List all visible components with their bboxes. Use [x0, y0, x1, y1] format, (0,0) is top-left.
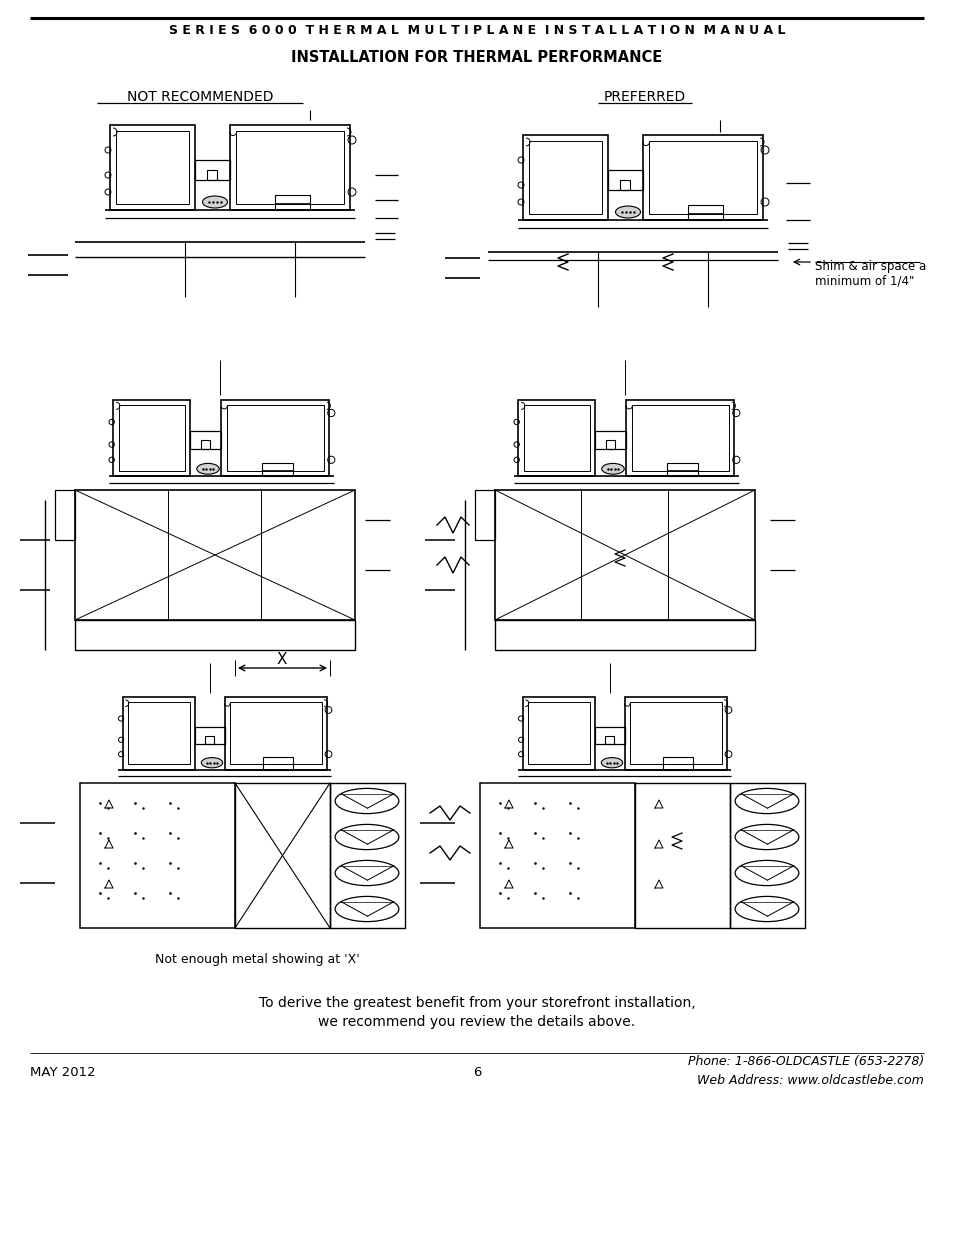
Bar — [604, 736, 613, 743]
Text: X: X — [276, 652, 287, 667]
Text: 6: 6 — [473, 1066, 480, 1078]
Bar — [635, 783, 729, 927]
Text: Not enough metal showing at 'X': Not enough metal showing at 'X' — [154, 953, 359, 967]
Bar — [230, 703, 321, 764]
Bar — [227, 405, 324, 471]
Bar — [207, 170, 216, 180]
Bar — [225, 698, 327, 769]
Bar — [495, 490, 754, 620]
Text: To derive the greatest benefit from your storefront installation,: To derive the greatest benefit from your… — [258, 995, 695, 1010]
Bar — [687, 205, 722, 220]
Ellipse shape — [196, 463, 219, 474]
Bar — [495, 620, 754, 650]
Bar — [194, 161, 230, 180]
Bar — [523, 405, 589, 471]
Bar — [595, 727, 624, 743]
Bar — [235, 131, 344, 204]
Bar — [75, 490, 355, 620]
Bar — [116, 131, 189, 204]
Bar — [475, 490, 495, 540]
Text: NOT RECOMMENDED: NOT RECOMMENDED — [127, 90, 273, 104]
Ellipse shape — [601, 463, 623, 474]
Bar — [194, 727, 225, 743]
Bar — [607, 170, 642, 190]
Bar — [75, 620, 355, 650]
Bar — [128, 703, 190, 764]
Bar — [629, 703, 720, 764]
Bar — [631, 405, 728, 471]
Text: PREFERRED: PREFERRED — [603, 90, 685, 104]
Ellipse shape — [201, 757, 222, 768]
Bar — [205, 736, 213, 743]
Bar — [624, 698, 726, 769]
Bar — [666, 462, 698, 475]
Bar — [605, 440, 614, 450]
Text: Shim & air space a
minimum of 1/4": Shim & air space a minimum of 1/4" — [814, 261, 925, 288]
Bar — [662, 757, 692, 769]
Bar — [522, 698, 595, 769]
Bar — [119, 405, 185, 471]
Bar — [642, 135, 762, 220]
Bar — [262, 462, 294, 475]
Text: Phone: 1-866-OLDCASTLE (653-2278): Phone: 1-866-OLDCASTLE (653-2278) — [687, 1056, 923, 1068]
Bar — [221, 399, 329, 475]
Bar — [729, 783, 804, 927]
Text: INSTALLATION FOR THERMAL PERFORMANCE: INSTALLATION FOR THERMAL PERFORMANCE — [291, 51, 662, 65]
Bar — [595, 431, 626, 450]
Text: we recommend you review the details above.: we recommend you review the details abov… — [318, 1015, 635, 1029]
Bar — [190, 431, 221, 450]
Bar — [330, 783, 405, 927]
Bar — [55, 490, 75, 540]
Bar — [626, 399, 734, 475]
Bar — [123, 698, 194, 769]
Bar — [479, 783, 635, 927]
Text: S E R I E S  6 0 0 0  T H E R M A L  M U L T I P L A N E  I N S T A L L A T I O : S E R I E S 6 0 0 0 T H E R M A L M U L … — [169, 23, 784, 37]
Bar — [527, 703, 589, 764]
Bar — [110, 125, 194, 210]
Text: Web Address: www.oldcastlebe.com: Web Address: www.oldcastlebe.com — [697, 1073, 923, 1087]
Ellipse shape — [600, 757, 622, 768]
Ellipse shape — [202, 196, 227, 207]
Bar — [80, 783, 234, 927]
Bar — [234, 783, 330, 927]
Bar — [274, 195, 310, 210]
Bar — [230, 125, 350, 210]
Bar — [200, 440, 210, 450]
Bar — [518, 399, 595, 475]
Bar — [648, 141, 757, 214]
Bar — [529, 141, 601, 214]
Bar — [113, 399, 190, 475]
Ellipse shape — [615, 206, 639, 219]
Text: MAY 2012: MAY 2012 — [30, 1066, 95, 1078]
Bar — [619, 180, 629, 190]
Bar — [263, 757, 293, 769]
Bar — [522, 135, 607, 220]
